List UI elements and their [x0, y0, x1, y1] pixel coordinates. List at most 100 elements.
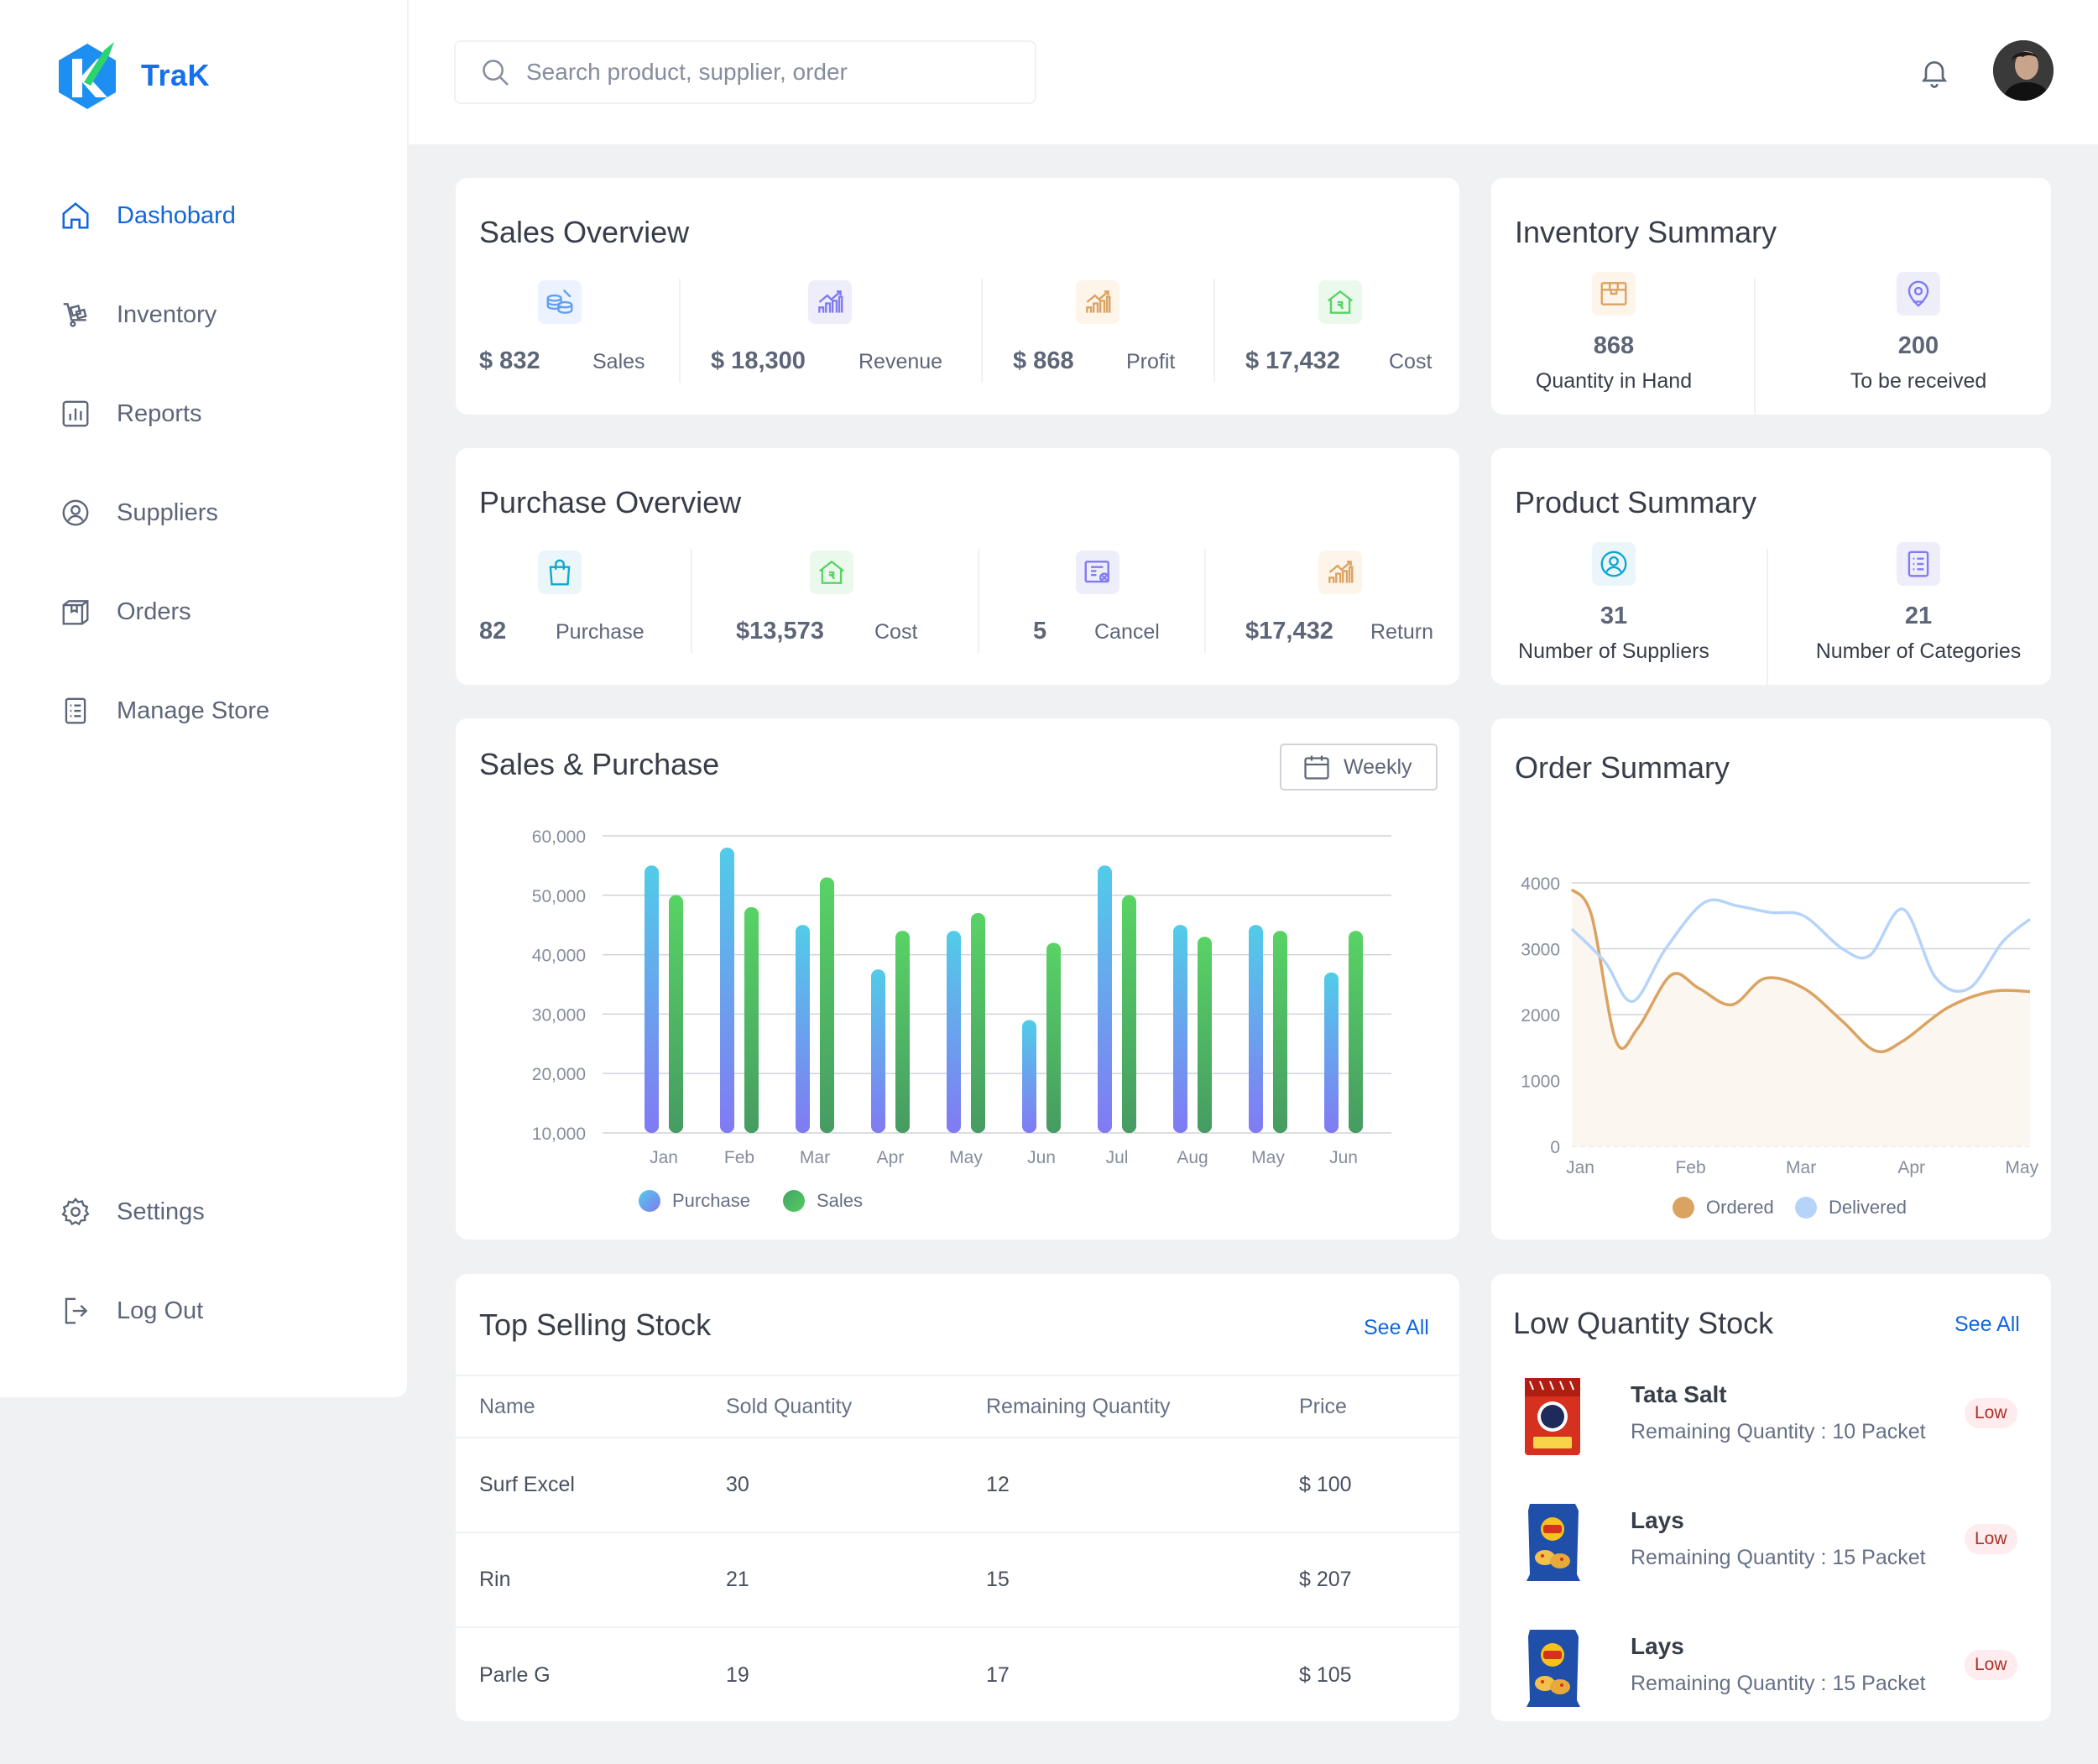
x-tick-label: Jan	[650, 1148, 678, 1167]
y-tick-label: 1000	[1521, 1072, 1560, 1092]
cell-sold: 30	[726, 1473, 749, 1496]
table-row[interactable]: Parle G 19 17 $ 105	[456, 1628, 1461, 1723]
list-item[interactable]: Lays Remaining Quantity : 15 Packet Low	[1491, 1626, 2054, 1719]
search-box[interactable]	[454, 40, 1036, 104]
sidebar-item-label: Orders	[117, 598, 191, 625]
cancel-label: Cancel	[1094, 620, 1160, 644]
legend-sales: Sales	[783, 1190, 863, 1212]
legend-purchase: Purchase	[639, 1190, 750, 1212]
logout-icon	[59, 1294, 92, 1328]
app-name: TraK	[141, 58, 211, 92]
logout-button[interactable]: Log Out	[59, 1290, 203, 1332]
product-summary-card: Product Summary 31 Number of Suppliers 2…	[1491, 448, 2051, 685]
list-item[interactable]: Tata Salt Remaining Quantity : 10 Packet…	[1491, 1375, 2054, 1467]
cell-sold: 19	[726, 1663, 749, 1687]
status-badge: Low	[1965, 1398, 2017, 1428]
bag-icon	[538, 551, 582, 594]
settings-label: Settings	[117, 1198, 205, 1225]
sidebar-item-dashboard[interactable]: Dashobard	[59, 195, 236, 237]
bar-sales	[895, 931, 910, 1133]
cell-remaining: 17	[986, 1663, 1010, 1687]
sidebar-item-manage-store[interactable]: Manage Store	[59, 690, 269, 732]
orders-icon	[59, 595, 92, 629]
bar-sales	[1349, 931, 1363, 1133]
return-icon	[1318, 551, 1362, 594]
low-stock-see-all-link[interactable]: See All	[1954, 1313, 2020, 1336]
y-tick-label: 10,000	[532, 1125, 586, 1144]
cell-price: $ 105	[1299, 1663, 1352, 1687]
revenue-value: $ 18,300	[711, 347, 806, 374]
sales-overview-card: Sales Overview $ 832 Sales $ 18,300 Reve…	[456, 178, 1459, 415]
app-logo[interactable]: TraK	[54, 39, 210, 112]
y-tick-label: 30,000	[532, 1005, 586, 1025]
y-tick-label: 2000	[1521, 1006, 1560, 1026]
legend-label: Sales	[817, 1190, 864, 1211]
top-selling-card: Top Selling Stock See All Name Sold Quan…	[456, 1274, 1461, 1723]
x-tick-label: Feb	[1675, 1158, 1705, 1177]
sales-value: $ 832	[479, 347, 540, 374]
logout-label: Log Out	[117, 1297, 204, 1324]
sales-purchase-title: Sales & Purchase	[479, 747, 720, 781]
avatar[interactable]	[1993, 40, 2054, 101]
bar-sales	[971, 913, 985, 1133]
location-icon	[1897, 272, 1940, 316]
suppliers-label: Number of Suppliers	[1518, 639, 1709, 663]
purchase-label: Purchase	[556, 620, 645, 644]
top-selling-see-all-link[interactable]: See All	[1364, 1316, 1429, 1339]
remaining-quantity: Remaining Quantity : 10 Packet	[1631, 1420, 1926, 1443]
sidebar-item-inventory[interactable]: Inventory	[59, 294, 217, 336]
y-tick-label: 40,000	[532, 947, 586, 966]
legend-dot	[1673, 1197, 1694, 1219]
sidebar-item-label: Suppliers	[117, 498, 218, 526]
profit-label: Profit	[1126, 350, 1176, 373]
cell-name: Surf Excel	[479, 1473, 575, 1496]
bell-icon[interactable]	[1918, 55, 1951, 89]
sidebar-item-orders[interactable]: Orders	[59, 591, 191, 633]
status-badge: Low	[1965, 1524, 2017, 1554]
cancel-icon	[1076, 551, 1119, 594]
line-delivered	[1570, 898, 2032, 1004]
sales-icon	[538, 280, 582, 324]
cell-name: Rin	[479, 1568, 511, 1591]
column-header: Sold Quantity	[726, 1394, 853, 1418]
product-name: Lays	[1631, 1633, 1684, 1659]
cell-remaining: 15	[986, 1568, 1010, 1591]
weekly-filter-button[interactable]: Weekly	[1280, 744, 1438, 791]
sidebar-item-reports[interactable]: Reports	[59, 393, 202, 435]
divider	[1213, 279, 1215, 383]
weekly-filter-label: Weekly	[1344, 754, 1412, 779]
cell-remaining: 12	[986, 1473, 1010, 1496]
column-header: Price	[1299, 1394, 1347, 1418]
low-stock-title: Low Quantity Stock	[1513, 1306, 1774, 1340]
bar-sales	[1198, 937, 1212, 1133]
divider	[1204, 549, 1206, 653]
purchase-value: 82	[479, 618, 507, 645]
product-name: Lays	[1631, 1507, 1684, 1533]
bar-purchase	[871, 969, 885, 1133]
sidebar-item-label: Inventory	[117, 300, 217, 328]
line-ordered	[1570, 888, 2031, 1053]
legend-dot	[1795, 1197, 1817, 1219]
list-item[interactable]: Lays Remaining Quantity : 15 Packet Low	[1491, 1500, 2054, 1593]
divider	[1767, 549, 1768, 685]
cost-value: $ 17,432	[1245, 347, 1340, 374]
profit-value: $ 868	[1013, 347, 1074, 374]
bar-sales	[744, 906, 759, 1133]
cancel-value: 5	[1033, 618, 1047, 645]
inventory-summary-card: Inventory Summary 868 Quantity in Hand 2…	[1491, 178, 2051, 415]
sidebar-item-label: Reports	[117, 399, 202, 427]
settings-button[interactable]: Settings	[59, 1191, 205, 1233]
divider	[1754, 279, 1756, 415]
x-tick-label: Apr	[877, 1148, 905, 1167]
y-tick-label: 50,000	[532, 887, 586, 906]
sidebar-item-suppliers[interactable]: Suppliers	[59, 492, 218, 534]
divider	[981, 279, 983, 383]
table-row[interactable]: Rin 21 15 $ 207	[456, 1533, 1461, 1628]
low-stock-card: Low Quantity Stock See All Tata Salt Rem…	[1491, 1274, 2051, 1721]
logo-icon	[59, 42, 116, 109]
categories-label: Number of Categories	[1815, 639, 2022, 663]
cost-icon	[810, 551, 853, 594]
search-input[interactable]	[526, 59, 996, 86]
table-row[interactable]: Surf Excel 30 12 $ 100	[456, 1438, 1461, 1533]
revenue-icon	[808, 280, 852, 324]
